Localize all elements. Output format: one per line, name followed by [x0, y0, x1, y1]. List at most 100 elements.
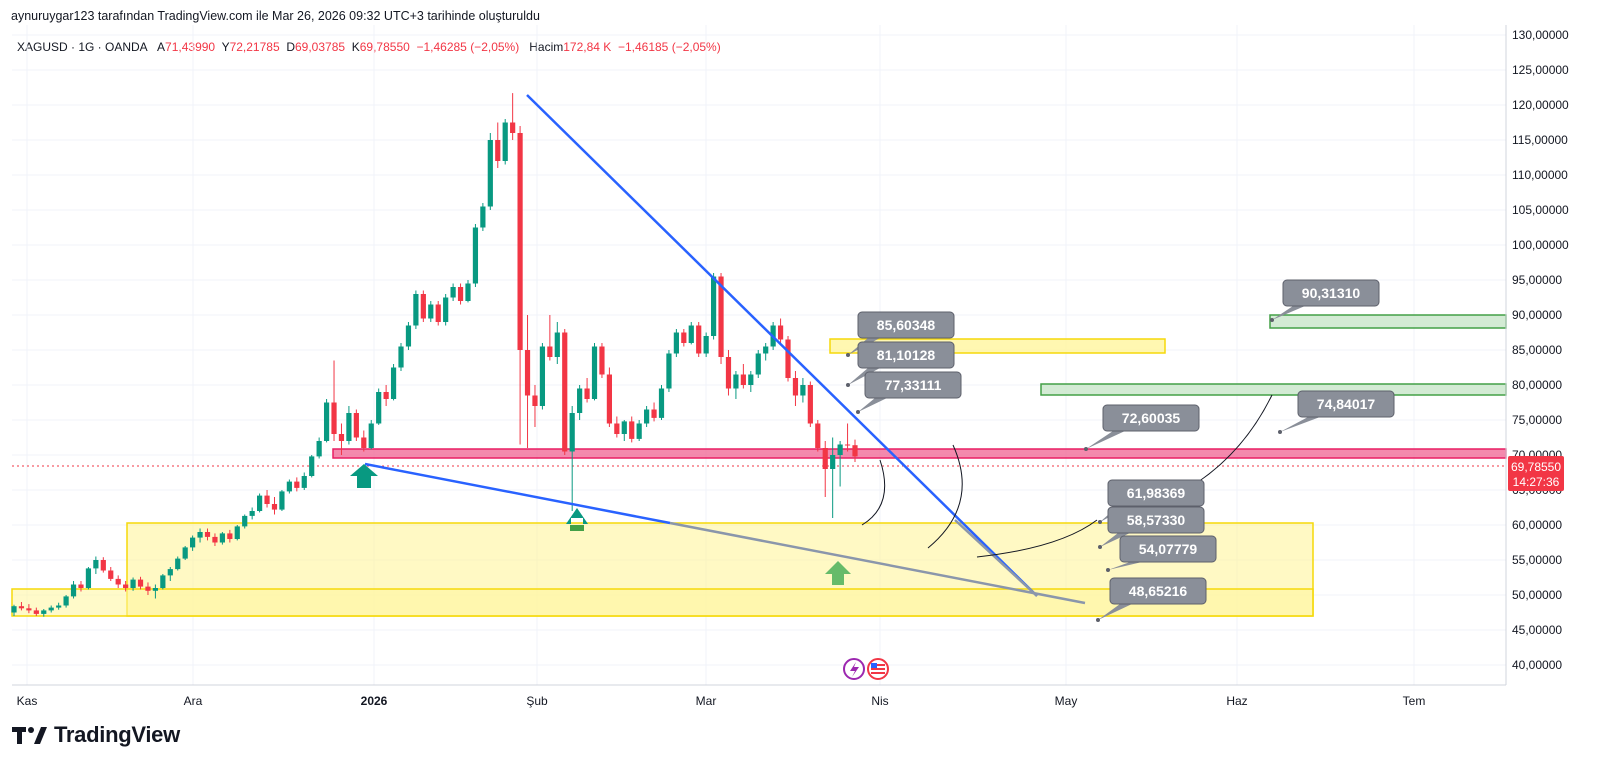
candle-body[interactable]: [733, 374, 739, 389]
candle-body[interactable]: [227, 533, 233, 539]
candle-body[interactable]: [502, 122, 508, 162]
candle-body[interactable]: [562, 332, 568, 452]
candle-body[interactable]: [658, 388, 665, 418]
candle-body[interactable]: [48, 607, 54, 611]
candle-body[interactable]: [234, 526, 240, 539]
legend-symbol[interactable]: XAGUSD · 1G · OANDA: [17, 40, 148, 54]
candle-body[interactable]: [539, 346, 546, 407]
candle-body[interactable]: [56, 605, 62, 608]
curve-path-3[interactable]: [976, 519, 1098, 558]
candle-body[interactable]: [376, 392, 382, 424]
curve-path-1[interactable]: [861, 459, 886, 526]
candle-body[interactable]: [830, 455, 836, 469]
candle-body[interactable]: [636, 423, 642, 439]
candle-body[interactable]: [651, 409, 657, 418]
candle-body[interactable]: [309, 456, 315, 476]
candle-body[interactable]: [703, 336, 709, 354]
candle-body[interactable]: [145, 586, 151, 591]
candle-body[interactable]: [338, 434, 345, 441]
price-callout[interactable]: 72,60035: [1084, 404, 1200, 451]
candle-body[interactable]: [93, 560, 99, 569]
tradingview-logo[interactable]: TradingView: [12, 722, 180, 748]
candle-body[interactable]: [428, 304, 434, 319]
candle-body[interactable]: [621, 421, 627, 434]
candle-body[interactable]: [420, 294, 426, 319]
candle-body[interactable]: [785, 339, 791, 379]
time-axis[interactable]: Kas Ara 2026 Şub Mar Nis May Haz Tem: [17, 694, 1426, 708]
candle-body[interactable]: [26, 608, 32, 611]
support-zone-lower[interactable]: [11, 588, 1314, 617]
candle-body[interactable]: [450, 287, 456, 298]
candle-body[interactable]: [197, 532, 203, 538]
price-callout[interactable]: 90,31310: [1270, 279, 1380, 322]
candle-body[interactable]: [532, 395, 538, 407]
candle-body[interactable]: [800, 385, 806, 396]
candle-body[interactable]: [182, 547, 188, 559]
candle-body[interactable]: [681, 332, 687, 344]
candle-body[interactable]: [390, 367, 397, 400]
candle-body[interactable]: [480, 206, 486, 228]
lower-support-trendline[interactable]: [364, 462, 671, 525]
candle-body[interactable]: [301, 476, 307, 488]
candle-body[interactable]: [316, 441, 322, 457]
candle-body[interactable]: [487, 140, 493, 207]
candle-body[interactable]: [167, 569, 173, 576]
candle-body[interactable]: [33, 610, 39, 614]
candle-body[interactable]: [606, 374, 612, 424]
candle-body[interactable]: [204, 532, 211, 537]
candle-body[interactable]: [844, 444, 851, 446]
candle-body[interactable]: [591, 346, 598, 400]
candle-body[interactable]: [100, 560, 106, 571]
candle-body[interactable]: [361, 437, 367, 449]
candle-body[interactable]: [271, 504, 278, 510]
candle-body[interactable]: [852, 445, 858, 457]
candle-body[interactable]: [710, 276, 717, 337]
candle-body[interactable]: [264, 495, 270, 504]
candle-body[interactable]: [599, 346, 605, 375]
price-axis[interactable]: 130,00000 125,00000 120,00000 115,00000 110,…: [1512, 28, 1569, 672]
candle-body[interactable]: [115, 578, 121, 585]
candle-body[interactable]: [346, 413, 352, 441]
candle-body[interactable]: [457, 287, 464, 301]
marker-square-icon[interactable]: [570, 525, 584, 531]
candle-body[interactable]: [323, 402, 330, 442]
candle-body[interactable]: [755, 353, 761, 375]
candle-body[interactable]: [152, 588, 159, 591]
candle-body[interactable]: [242, 515, 248, 527]
lower-support-trendline-extension[interactable]: [669, 521, 1086, 605]
candle-body[interactable]: [688, 325, 694, 344]
candle-body[interactable]: [718, 276, 724, 358]
candle-body[interactable]: [160, 575, 166, 588]
candle-body[interactable]: [569, 413, 575, 452]
candle-body[interactable]: [212, 536, 218, 543]
candle-body[interactable]: [554, 332, 560, 358]
candle-body[interactable]: [331, 402, 337, 435]
candle-body[interactable]: [41, 610, 47, 614]
candle-body[interactable]: [577, 388, 583, 414]
pink-support-band[interactable]: [332, 448, 1507, 459]
candle-body[interactable]: [666, 353, 672, 389]
price-callout[interactable]: 74,84017: [1278, 390, 1395, 434]
candle-body[interactable]: [517, 133, 523, 350]
curve-path-4[interactable]: [1197, 394, 1273, 483]
price-callout[interactable]: 54,07779: [1106, 535, 1217, 572]
candle-body[interactable]: [763, 346, 769, 354]
candle-body[interactable]: [629, 421, 635, 439]
candle-body[interactable]: [644, 409, 650, 424]
target-zone-green-upper[interactable]: [1269, 314, 1507, 329]
candle-body[interactable]: [815, 423, 821, 449]
candle-body[interactable]: [673, 332, 679, 354]
up-arrow-icon[interactable]: [350, 464, 378, 488]
candle-body[interactable]: [547, 346, 553, 358]
candle-body[interactable]: [383, 392, 389, 399]
candle-body[interactable]: [108, 570, 114, 579]
candle-body[interactable]: [63, 596, 69, 606]
candle-body[interactable]: [465, 283, 471, 302]
candle-body[interactable]: [70, 584, 77, 597]
candle-body[interactable]: [435, 304, 441, 323]
candle-body[interactable]: [748, 374, 754, 386]
candle-body[interactable]: [11, 606, 17, 613]
candle-body[interactable]: [740, 374, 746, 386]
candle-body[interactable]: [249, 511, 255, 516]
